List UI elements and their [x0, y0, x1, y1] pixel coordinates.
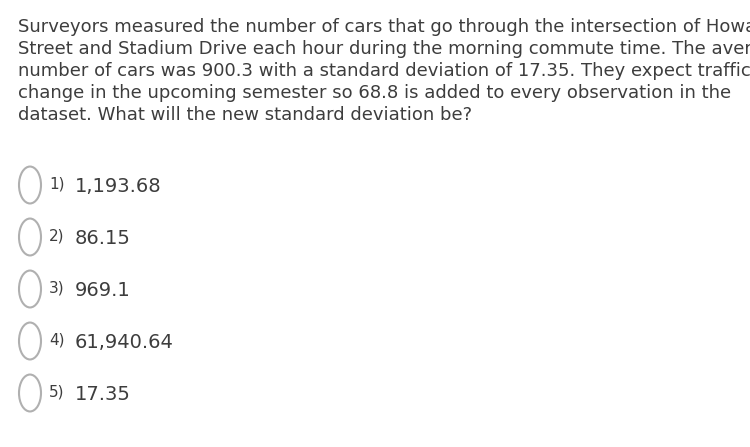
Text: 1): 1): [49, 177, 64, 191]
Text: dataset. What will the new standard deviation be?: dataset. What will the new standard devi…: [18, 106, 472, 124]
Text: 4): 4): [49, 333, 64, 347]
Text: 5): 5): [49, 384, 64, 400]
Text: 969.1: 969.1: [75, 281, 130, 299]
Text: 2): 2): [49, 228, 64, 244]
Text: 1,193.68: 1,193.68: [75, 177, 162, 195]
Text: 17.35: 17.35: [75, 384, 130, 404]
Text: 86.15: 86.15: [75, 228, 130, 248]
Text: change in the upcoming semester so 68.8 is added to every observation in the: change in the upcoming semester so 68.8 …: [18, 84, 731, 102]
Text: 3): 3): [49, 281, 64, 295]
Text: Street and Stadium Drive each hour during the morning commute time. The average: Street and Stadium Drive each hour durin…: [18, 40, 750, 58]
Text: Surveyors measured the number of cars that go through the intersection of Howard: Surveyors measured the number of cars th…: [18, 18, 750, 36]
Text: number of cars was 900.3 with a standard deviation of 17.35. They expect traffic: number of cars was 900.3 with a standard…: [18, 62, 750, 80]
Text: 61,940.64: 61,940.64: [75, 333, 174, 351]
